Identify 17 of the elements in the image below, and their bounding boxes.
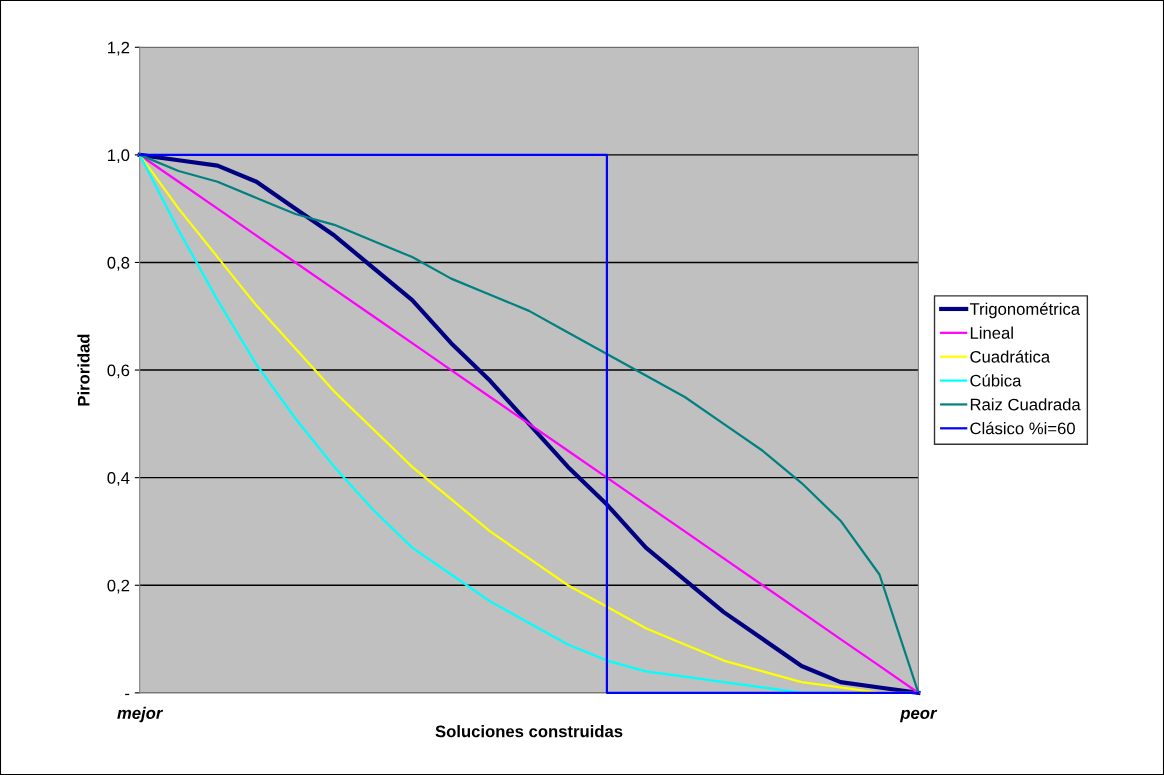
y-tick-label: 0,6 xyxy=(107,364,130,379)
legend-label: Trigonométrica xyxy=(969,302,1081,319)
legend-label: Raiz Cuadrada xyxy=(970,398,1081,411)
y-tick-label: 0,2 xyxy=(107,579,130,594)
legend-label: Lineal xyxy=(970,326,1013,339)
legend-label: Cuadrática xyxy=(970,350,1051,363)
x-axis-title: Soluciones construidas xyxy=(435,725,623,738)
y-tick-label: - xyxy=(125,693,130,696)
y-tick-label: 1,2 xyxy=(108,41,130,56)
y-tick-label: 1,0 xyxy=(108,149,130,164)
x-tick-label: mejor xyxy=(117,706,164,723)
y-tick-label: 0,8 xyxy=(107,256,130,271)
y-axis-title: Piroridad xyxy=(77,334,90,406)
legend-label: Cúbica xyxy=(970,374,1022,387)
x-tick-label: peor xyxy=(899,709,938,723)
y-tick-label: 0,4 xyxy=(107,472,130,486)
legend-label: Clásico %i=60 xyxy=(970,421,1075,435)
